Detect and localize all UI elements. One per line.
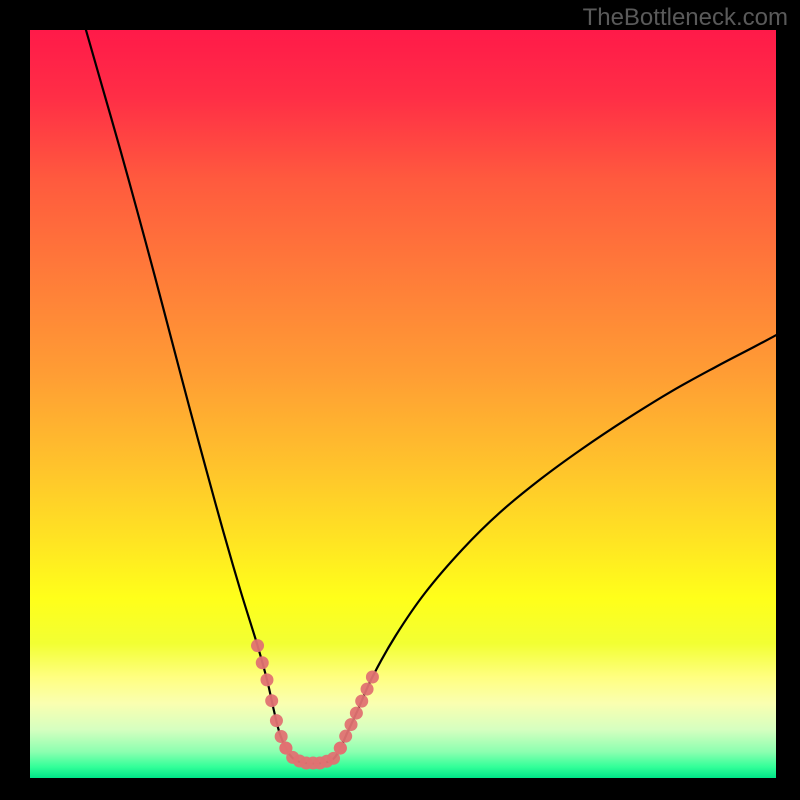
highlight-dot — [350, 707, 363, 720]
stage: TheBottleneck.com — [0, 0, 800, 800]
curve-right-branch — [347, 335, 776, 733]
highlight-dot — [270, 714, 283, 727]
highlight-dot — [355, 695, 368, 708]
highlight-dot — [256, 656, 269, 669]
highlight-dots-left — [251, 639, 292, 754]
highlight-dot — [339, 730, 352, 743]
highlight-dot — [366, 671, 379, 684]
highlight-dot — [260, 673, 273, 686]
highlight-dot — [251, 639, 264, 652]
highlight-dot — [345, 718, 358, 731]
highlight-dot — [275, 730, 288, 743]
highlight-dots-bottom — [279, 742, 346, 770]
curve-left-branch — [86, 30, 347, 764]
highlight-dot — [361, 683, 374, 696]
highlight-dot — [265, 694, 278, 707]
bottleneck-curve-chart — [30, 30, 776, 778]
watermark-text: TheBottleneck.com — [583, 4, 788, 32]
highlight-dot — [334, 742, 347, 755]
plot-area — [30, 30, 776, 778]
